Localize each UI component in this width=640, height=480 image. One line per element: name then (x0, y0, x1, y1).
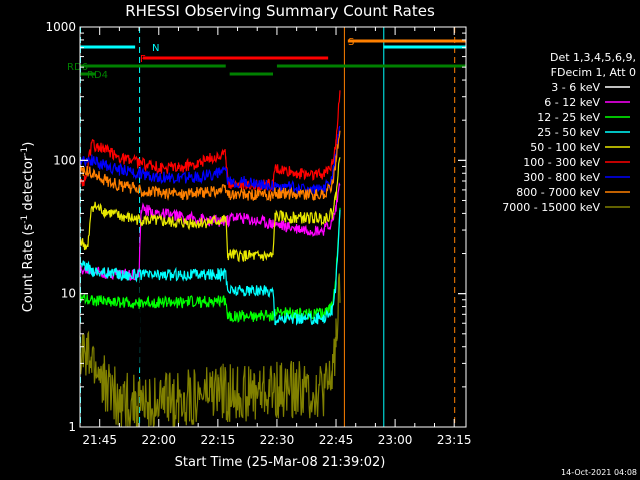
series-line-4 (79, 157, 341, 263)
series-line-7 (79, 130, 341, 202)
plot-frame (79, 26, 467, 428)
flag-label-rd6: RD6 (67, 62, 88, 73)
x-axis-label: Start Time (25-Mar-08 21:39:02) (175, 455, 386, 470)
legend-entry-label: 100 - 300 keV (523, 156, 600, 169)
flag-label-f: F (140, 54, 146, 65)
y-tick-label: 1 (68, 420, 76, 434)
flag-label-rd4: RD4 (87, 70, 108, 81)
series-line-8 (79, 273, 341, 428)
axis-ticks: 1 10 100 1000 21:45 22:00 22:15 22:30 22:45 23:00… (45, 20, 471, 447)
y-axis-label: Count Rate (s-1 detector-1) (20, 142, 36, 313)
legend-entry-label: 12 - 25 keV (537, 111, 600, 124)
x-tick-label: 23:15 (437, 433, 472, 447)
legend-entry-label: 300 - 800 keV (523, 171, 600, 184)
legend: Det 1,3,4,5,6,9, FDecim 1, Att 0 3 - 6 k… (502, 51, 636, 214)
series-line-5 (79, 90, 341, 193)
legend-entry-label: 6 - 12 keV (544, 96, 600, 109)
series-line-3 (79, 209, 341, 326)
x-tick-label: 22:15 (201, 433, 236, 447)
legend-entry-label: 800 - 7000 keV (516, 186, 600, 199)
generated-timestamp: 14-Oct-2021 04:08 (561, 468, 637, 477)
y-tick-label: 10 (61, 287, 76, 301)
x-tick-label: 22:45 (319, 433, 354, 447)
x-tick-label: 21:45 (82, 433, 117, 447)
y-tick-label: 1000 (45, 20, 76, 34)
flag-label-n: N (152, 43, 159, 54)
series-line-2 (79, 207, 341, 324)
legend-entry-label: 3 - 6 keV (551, 81, 600, 94)
y-tick-label: 100 (53, 153, 76, 167)
legend-entry-label: 25 - 50 keV (537, 126, 600, 139)
x-tick-label: 23:00 (378, 433, 413, 447)
legend-header-line-1: Det 1,3,4,5,6,9, (550, 51, 636, 64)
x-tick-label: 22:00 (141, 433, 176, 447)
legend-header-line-2: FDecim 1, Att 0 (551, 66, 636, 79)
flag-label-s: S (348, 37, 354, 48)
x-tick-label: 22:30 (260, 433, 295, 447)
legend-entry-label: 7000 - 15000 keV (502, 201, 600, 214)
legend-entry-label: 50 - 100 keV (530, 141, 600, 154)
series-line-6 (79, 125, 341, 197)
chart-title: RHESSI Observing Summary Count Rates (125, 2, 435, 20)
